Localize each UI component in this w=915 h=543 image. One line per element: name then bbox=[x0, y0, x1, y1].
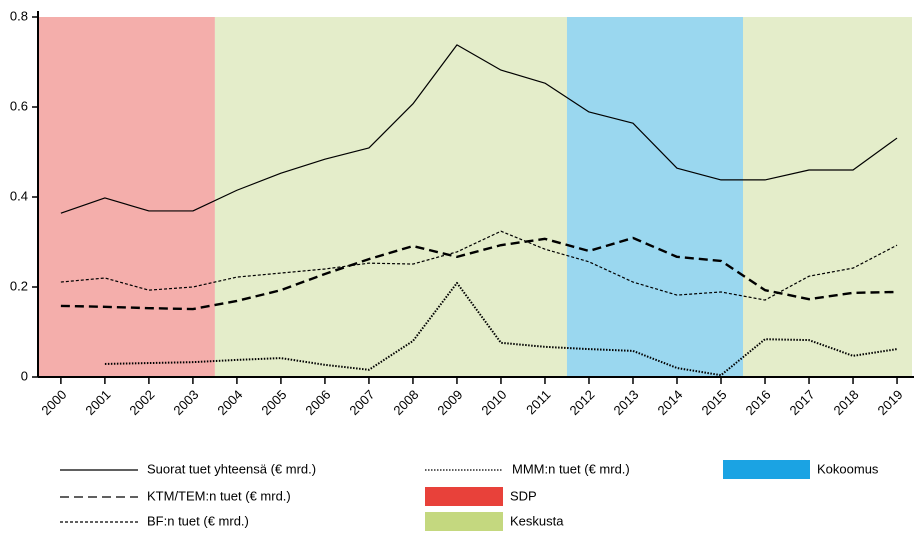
y-tick-label: 0.6 bbox=[10, 98, 28, 113]
x-tick-label: 2011 bbox=[523, 387, 553, 417]
x-tick-label: 2004 bbox=[214, 387, 245, 418]
x-tick-label: 2015 bbox=[698, 387, 729, 418]
series-line bbox=[104, 281, 898, 377]
x-tick-label: 2005 bbox=[258, 387, 289, 418]
legend-swatch bbox=[723, 460, 810, 479]
y-tick-label: 0.8 bbox=[10, 8, 28, 23]
party-band bbox=[214, 17, 567, 377]
x-tick-label: 2010 bbox=[478, 387, 509, 418]
x-tick-label: 2017 bbox=[787, 387, 818, 418]
party-band bbox=[38, 17, 215, 377]
legend-label: Keskusta bbox=[510, 513, 564, 528]
legend-label: SDP bbox=[510, 488, 537, 503]
x-tick-label: 2006 bbox=[302, 387, 333, 418]
legend-label: MMM:n tuet (€ mrd.) bbox=[512, 461, 630, 476]
y-tick-label: 0 bbox=[21, 368, 28, 383]
x-tick-label: 2002 bbox=[126, 387, 157, 418]
series-line bbox=[60, 44, 898, 214]
x-tick-label: 2003 bbox=[170, 387, 201, 418]
x-tick-label: 2014 bbox=[654, 387, 685, 418]
x-tick-label: 2001 bbox=[82, 387, 113, 418]
legend-swatch bbox=[425, 487, 503, 506]
legend-label: Suorat tuet yhteensä (€ mrd.) bbox=[147, 461, 316, 476]
x-tick-label: 2008 bbox=[390, 387, 421, 418]
legend-swatch bbox=[425, 512, 503, 531]
x-tick-label: 2013 bbox=[610, 387, 641, 418]
y-tick-label: 0.4 bbox=[10, 188, 28, 203]
x-tick-label: 2009 bbox=[434, 387, 465, 418]
party-band bbox=[566, 17, 744, 377]
legend-label: Kokoomus bbox=[817, 461, 879, 476]
legend-label: BF:n tuet (€ mrd.) bbox=[147, 513, 249, 528]
x-tick-label: 2000 bbox=[38, 387, 69, 418]
x-tick-label: 2007 bbox=[346, 387, 377, 418]
party-band bbox=[743, 17, 912, 377]
legend-label: KTM/TEM:n tuet (€ mrd.) bbox=[147, 488, 291, 503]
series-line bbox=[60, 230, 898, 301]
x-tick-label: 2012 bbox=[566, 387, 597, 418]
y-tick-label: 0.2 bbox=[10, 278, 28, 293]
x-tick-label: 2019 bbox=[875, 387, 906, 418]
x-tick-label: 2016 bbox=[743, 387, 774, 418]
x-tick-label: 2018 bbox=[831, 387, 862, 418]
